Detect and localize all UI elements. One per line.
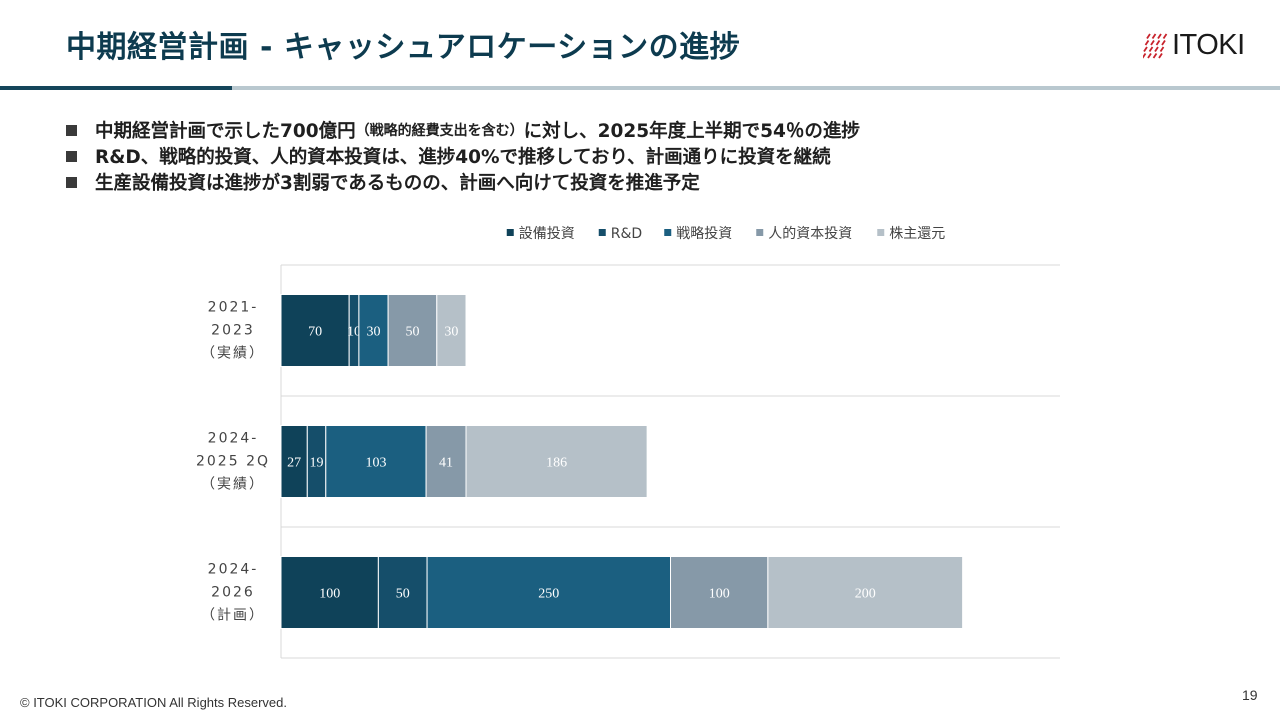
logo-stroke xyxy=(1155,40,1161,46)
logo-mark-icon xyxy=(1143,33,1168,59)
bar-value-label: 200 xyxy=(855,587,876,602)
bullet-list: 中期経営計画で示した700億円 （戦略的経費支出を含む） に対し、2025年度上… xyxy=(66,117,860,195)
category-tick-label: （実績） xyxy=(201,346,265,362)
bar-segment xyxy=(465,425,648,498)
category-tick-label: 2026 xyxy=(211,585,255,601)
logo-stroke xyxy=(1151,33,1157,39)
bar-value-label: 50 xyxy=(396,587,410,602)
bullet-square-icon xyxy=(66,176,77,188)
bullet-text: 生産設備投資は進捗が3割弱であるものの、計画へ向けて投資を推進予定 xyxy=(95,173,700,194)
bar-segment xyxy=(426,556,671,629)
logo-stroke xyxy=(1144,40,1150,46)
legend-label: R&D xyxy=(611,226,642,242)
bar-segment xyxy=(670,556,769,629)
bar-segment xyxy=(358,294,389,367)
logo-stroke xyxy=(1143,53,1147,59)
bullet-item: R&D、戦略的投資、人的資本投資は、進捗40%で推移しており、計画通りに投資を継… xyxy=(66,143,860,169)
bar-value-label: 103 xyxy=(365,456,386,471)
bullet-item: 中期経営計画で示した700億円 （戦略的経費支出を含む） に対し、2025年度上… xyxy=(66,117,860,143)
logo-stroke xyxy=(1150,40,1155,46)
header-rule-light xyxy=(232,86,1280,90)
logo-stroke xyxy=(1146,33,1151,39)
bar-value-label: 30 xyxy=(444,325,458,340)
logo-stroke xyxy=(1159,46,1165,52)
bullet-item: 生産設備投資は進捗が3割弱であるものの、計画へ向けて投資を推進予定 xyxy=(66,169,860,195)
legend-label: 株主還元 xyxy=(889,226,945,242)
logo-stroke xyxy=(1158,53,1163,59)
slide-title: 中期経営計画 - キャッシュアロケーションの進捗 xyxy=(66,30,741,65)
category-tick-label: （実績） xyxy=(201,477,265,493)
legend-swatch xyxy=(664,229,672,236)
company-logo: ITOKI xyxy=(1143,29,1245,61)
bar-segment xyxy=(767,556,964,629)
logo-stroke xyxy=(1147,53,1152,59)
bullet-note: （戦略的経費支出を含む） xyxy=(355,123,524,139)
bullet-square-icon xyxy=(66,150,77,162)
bar-value-label: 186 xyxy=(546,456,567,471)
bullet-text: 中期経営計画で示した700億円 xyxy=(95,121,356,142)
logo-text: ITOKI xyxy=(1172,28,1245,61)
bar-value-label: 100 xyxy=(709,587,730,602)
legend-swatch xyxy=(598,229,606,236)
legend-label: 戦略投資 xyxy=(676,226,732,242)
bar-value-label: 41 xyxy=(439,456,453,471)
header-rule-dark xyxy=(0,86,232,90)
bullet-text-end: に対し、2025年度上半期で54％の進捗 xyxy=(523,121,860,142)
category-tick-label: 2023 xyxy=(211,323,255,339)
bar-segment xyxy=(280,425,308,498)
bar-segment xyxy=(280,294,350,367)
bar-segment xyxy=(377,556,428,629)
bar-segment xyxy=(436,294,467,367)
bar-value-label: 100 xyxy=(319,587,340,602)
category-tick-label: 2024- xyxy=(208,431,259,447)
category-tick-label: 2024- xyxy=(208,562,259,578)
bar-segment xyxy=(280,556,379,629)
logo-stroke xyxy=(1148,46,1154,52)
category-tick-label: （計画） xyxy=(201,608,265,624)
bullet-text: R&D、戦略的投資、人的資本投資は、進捗40%で推移しており、計画通りに投資を継… xyxy=(95,147,831,168)
legend-swatch xyxy=(877,229,885,236)
bar-value-label: 50 xyxy=(405,325,419,340)
legend-label: 人的資本投資 xyxy=(768,226,852,242)
category-tick-label: 2021- xyxy=(208,300,259,316)
bar-value-label: 30 xyxy=(367,325,381,340)
bullet-square-icon xyxy=(66,124,77,136)
bar-value-label: 10 xyxy=(347,325,361,340)
legend-label: 設備投資 xyxy=(519,226,575,242)
bar-value-label: 70 xyxy=(308,325,322,340)
page-number: 19 xyxy=(1242,687,1258,703)
logo-stroke xyxy=(1157,33,1162,39)
logo-stroke xyxy=(1152,53,1158,59)
bar-value-label: 250 xyxy=(538,587,559,602)
logo-stroke xyxy=(1162,33,1168,39)
legend-swatch xyxy=(756,229,764,236)
bar-value-label: 19 xyxy=(310,456,324,471)
category-tick-label: 2025 2Q xyxy=(196,454,270,470)
bar-value-label: 27 xyxy=(287,456,301,471)
logo-stroke xyxy=(1154,46,1159,52)
logo-stroke xyxy=(1161,40,1166,46)
logo-stroke xyxy=(1143,46,1148,52)
copyright-footer: © ITOKI CORPORATION All Rights Reserved. xyxy=(20,695,287,710)
legend-swatch xyxy=(506,229,514,236)
